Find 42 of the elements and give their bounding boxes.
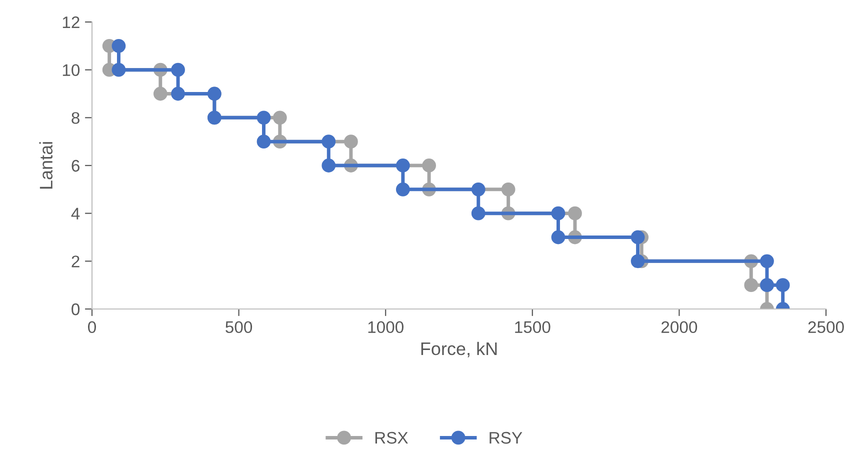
point xyxy=(153,86,168,101)
x-tick-label: 500 xyxy=(226,321,252,334)
point xyxy=(272,110,287,125)
point xyxy=(551,206,566,220)
point xyxy=(322,134,336,149)
point xyxy=(396,158,410,172)
point xyxy=(471,182,486,196)
legend-label: RSY xyxy=(490,432,522,444)
x-tick-label: 2000 xyxy=(662,321,698,334)
y-tick-label: 10 xyxy=(62,64,80,76)
y-tick-label: 4 xyxy=(71,208,80,220)
point xyxy=(776,278,790,292)
point xyxy=(171,86,185,101)
point xyxy=(630,230,645,244)
point xyxy=(760,254,774,268)
x-tick-label: 0 xyxy=(88,321,96,334)
point xyxy=(396,182,410,196)
x-tick-label: 1500 xyxy=(515,321,550,334)
point xyxy=(344,134,358,149)
y-tick-label: 8 xyxy=(72,112,80,124)
y-tick-label: 6 xyxy=(72,160,80,172)
point xyxy=(422,158,436,172)
y-tick-label: 2 xyxy=(72,256,80,268)
legend-label: RSX xyxy=(375,432,408,444)
point xyxy=(551,230,566,244)
x-axis-title: Force, kN xyxy=(421,342,497,358)
x-tick-label: 2500 xyxy=(808,321,844,334)
y-tick-label: 12 xyxy=(62,16,80,28)
point xyxy=(322,158,336,172)
point xyxy=(630,254,645,268)
point xyxy=(112,38,126,53)
point xyxy=(471,206,486,220)
point xyxy=(501,182,516,196)
y-axis-title: Lantai xyxy=(39,142,53,189)
point xyxy=(112,62,126,77)
y-tick-label: 0 xyxy=(72,303,80,316)
point xyxy=(568,206,582,220)
point xyxy=(256,134,271,149)
point xyxy=(256,110,271,125)
point xyxy=(171,62,185,77)
point xyxy=(744,278,758,292)
x-tick-label: 1000 xyxy=(368,321,404,334)
